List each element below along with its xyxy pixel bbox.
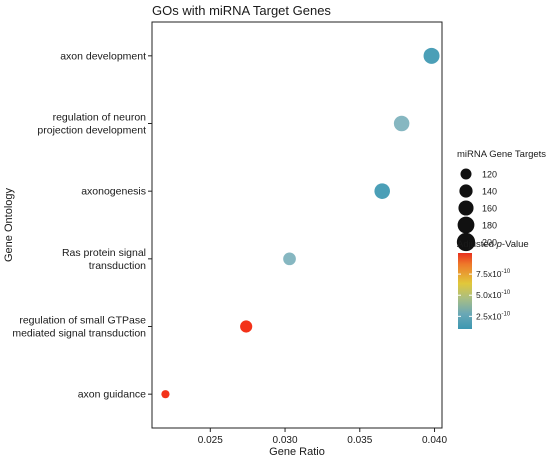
color-legend-label-base: 5.0x10: [476, 290, 502, 300]
plot-panel: [151, 21, 443, 429]
x-tick-label: 0.025: [198, 435, 223, 446]
size-legend-title: miRNA Gene Targets: [457, 149, 546, 160]
size-legend-key: [460, 168, 472, 180]
chart-title: GOs with miRNA Target Genes: [152, 3, 331, 18]
size-legend-label: 160: [482, 204, 497, 214]
size-legend-key: [457, 216, 475, 234]
color-legend: Adjusted p-Value 7.5x10-105.0x10-102.5x1…: [457, 239, 529, 329]
data-point: [283, 252, 296, 266]
data-point: [374, 183, 390, 199]
color-legend-label-base: 2.5x10: [476, 311, 502, 321]
y-tick-label: Ras protein signal transduction: [62, 247, 146, 272]
color-legend-label: 5.0x10-10: [476, 290, 511, 300]
y-axis: axon development regulation of neuron proj…: [12, 50, 152, 401]
y-tick-label-line: axonogenesis: [81, 186, 146, 198]
x-tick-label: 0.040: [422, 435, 447, 446]
size-legend-label: 120: [482, 170, 497, 180]
size-legend-key: [456, 232, 476, 252]
y-tick-label-line: transduction: [89, 260, 146, 272]
color-legend-label: 7.5x10-10: [476, 269, 511, 279]
y-tick-label: regulation of small GTPase mediated signa…: [12, 315, 146, 340]
color-legend-title: Adjusted p-Value: [457, 239, 529, 250]
y-tick-label-line: mediated signal transduction: [12, 328, 146, 340]
size-legend-key: [458, 200, 474, 216]
color-legend-label-exponent: -10: [502, 311, 511, 317]
color-legend-label-base: 7.5x10: [476, 269, 502, 279]
y-tick-label-line: regulation of small GTPase: [19, 315, 146, 327]
y-tick-label: axonogenesis: [81, 186, 146, 198]
y-tick-label: regulation of neuron projection developme…: [37, 112, 146, 137]
color-legend-label: 2.5x10-10: [476, 311, 511, 321]
y-tick-label-line: projection development: [37, 125, 146, 137]
y-tick-label-line: Ras protein signal: [62, 247, 146, 259]
x-axis-label: Gene Ratio: [269, 446, 325, 458]
size-legend-label: 140: [482, 187, 497, 197]
data-point: [240, 320, 253, 333]
color-legend-title-prefix: Adjusted: [457, 239, 497, 250]
data-point: [393, 115, 410, 132]
y-tick-label: axon guidance: [78, 389, 146, 401]
size-legend-label: 180: [482, 221, 497, 231]
x-axis: 0.025 0.030 0.035 0.040: [198, 428, 447, 446]
y-tick-label: axon development: [60, 50, 146, 62]
color-legend-colorbar: [458, 253, 472, 329]
y-tick-label-line: axon guidance: [78, 389, 146, 401]
size-legend: miRNA Gene Targets 120 140 160 180 200: [456, 149, 546, 252]
y-tick-label-line: axon development: [60, 50, 146, 62]
color-legend-label-exponent: -10: [502, 269, 511, 275]
size-legend-label: 200: [482, 238, 497, 248]
color-legend-label-exponent: -10: [502, 290, 511, 296]
y-axis-label: Gene Ontology: [3, 188, 15, 262]
size-legend-key: [459, 184, 473, 198]
data-point: [161, 390, 170, 399]
color-legend-title-italic: p: [496, 239, 502, 250]
y-tick-label-line: regulation of neuron: [53, 112, 147, 124]
x-tick-label: 0.035: [347, 435, 372, 446]
x-tick-label: 0.030: [273, 435, 298, 446]
data-points: [161, 47, 440, 399]
data-point: [423, 47, 440, 64]
color-legend-title-suffix: -Value: [502, 239, 529, 250]
